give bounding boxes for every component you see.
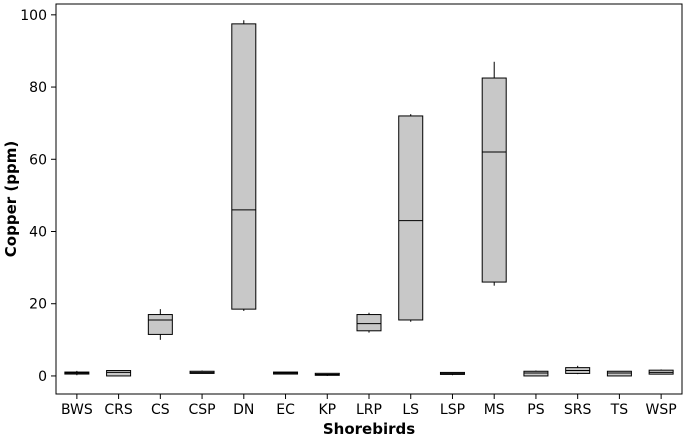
iqr-box <box>147 314 173 335</box>
x-tick-label: LRP <box>356 402 382 418</box>
y-tick-label: 60 <box>29 152 47 168</box>
plot-frame <box>55 3 683 395</box>
x-tick-label: TS <box>610 402 629 418</box>
x-tick-label: CS <box>151 402 170 418</box>
x-tick-label: BWS <box>61 402 93 418</box>
iqr-box <box>606 370 632 377</box>
x-axis: BWS CRS CS CSP DN EC KP LRP LS LSP MS PS SRS TS WSP <box>61 394 677 418</box>
box-csp <box>189 370 215 374</box>
y-tick-label: 20 <box>29 297 47 313</box>
x-tick-label: DN <box>233 402 254 418</box>
iqr-box <box>356 314 382 332</box>
x-tick-label: CSP <box>189 402 216 418</box>
box-ts <box>606 370 632 377</box>
iqr-box <box>481 77 507 283</box>
x-tick-label: LSP <box>440 402 465 418</box>
y-axis: 0 20 40 60 80 100 <box>20 8 56 385</box>
x-tick-label: WSP <box>646 402 677 418</box>
x-tick-label: CRS <box>104 402 133 418</box>
y-tick-label: 40 <box>29 225 47 241</box>
x-axis-title: Shorebirds <box>323 420 415 438</box>
box-dn <box>231 20 257 311</box>
y-tick-label: 100 <box>20 8 47 24</box>
y-tick-label: 0 <box>38 369 47 385</box>
x-tick-label: PS <box>527 402 544 418</box>
box-srs <box>565 365 591 375</box>
box-wsp <box>648 369 674 375</box>
box-cs <box>147 309 173 340</box>
iqr-box <box>523 370 549 377</box>
y-tick-label: 80 <box>29 80 47 96</box>
x-tick-label: MS <box>484 402 505 418</box>
x-tick-label: EC <box>276 402 295 418</box>
box-kp <box>314 372 340 376</box>
x-tick-label: SRS <box>564 402 592 418</box>
box-ps <box>523 370 549 377</box>
x-tick-label: LS <box>402 402 419 418</box>
box-lsp <box>439 371 465 376</box>
box-ls <box>398 114 424 322</box>
iqr-box <box>106 370 132 377</box>
box-ec <box>273 371 299 375</box>
box-lrp <box>356 312 382 333</box>
x-tick-label: KP <box>318 402 336 418</box>
iqr-box <box>231 23 257 310</box>
box-series <box>64 20 674 377</box>
box-ms <box>481 61 507 286</box>
iqr-box <box>398 115 424 321</box>
box-crs <box>106 370 132 377</box>
box-bws <box>64 370 90 376</box>
y-axis-title: Copper (ppm) <box>2 141 20 257</box>
